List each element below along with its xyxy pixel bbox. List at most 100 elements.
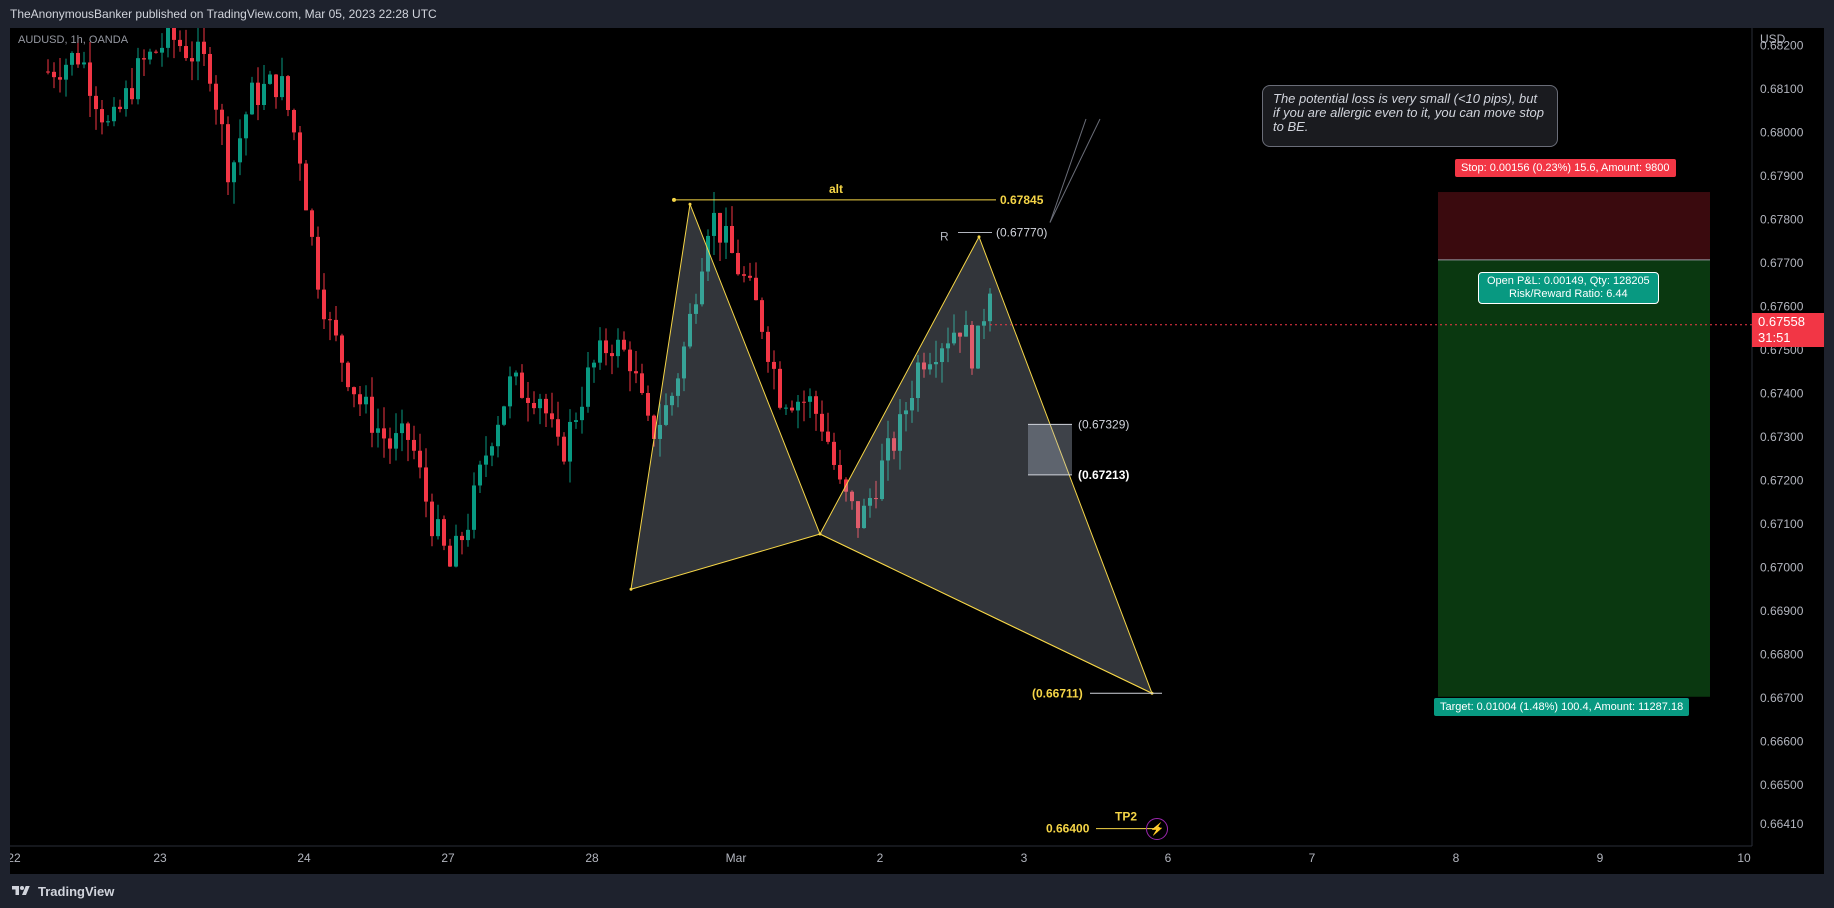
- candle-body: [898, 414, 902, 451]
- candle-body: [892, 438, 896, 451]
- candle-body: [640, 373, 644, 394]
- x-tick-label: 22: [10, 851, 21, 865]
- candle-body: [262, 83, 266, 106]
- candle-body: [592, 362, 596, 368]
- x-tick-label: 28: [585, 851, 599, 865]
- candle-body: [346, 362, 350, 388]
- candle-body: [370, 396, 374, 433]
- tradingview-logo[interactable]: TradingView: [10, 884, 114, 899]
- candle-body: [544, 398, 548, 414]
- candle-body: [658, 424, 662, 439]
- tradingview-logo-icon: [12, 886, 30, 895]
- candle-body: [922, 362, 926, 370]
- candle-body: [154, 51, 158, 53]
- y-tick-label: 0.68100: [1760, 82, 1804, 96]
- candle-body: [820, 413, 824, 432]
- chart-area[interactable]: 0.68200 0.68100 0.68000 0.67900 0.67800 0.677…: [10, 28, 1824, 874]
- candle-body: [502, 406, 506, 425]
- candle-body: [196, 41, 200, 62]
- candle-body: [760, 300, 764, 332]
- candle-body: [646, 393, 650, 416]
- candle-body: [454, 535, 458, 567]
- y-tick-label: 0.66500: [1760, 778, 1804, 792]
- candle-body: [778, 368, 782, 408]
- candle-body: [802, 401, 806, 403]
- candle-body: [448, 545, 452, 567]
- candle-body: [232, 162, 236, 183]
- candle-body: [676, 378, 680, 396]
- candle-body: [706, 235, 710, 272]
- y-tick-label: 0.67800: [1760, 212, 1804, 226]
- candle-body: [796, 401, 800, 411]
- y-tick-label: 0.67400: [1760, 386, 1804, 400]
- candle-body: [598, 340, 602, 363]
- candle-body: [712, 212, 716, 236]
- target-label: Target: 0.01004 (1.48%) 100.4, Amount: 1…: [1434, 698, 1690, 716]
- candle-body: [976, 325, 980, 369]
- candle-body: [718, 212, 722, 243]
- candle-body: [256, 82, 260, 106]
- x-tick-label: Mar: [726, 851, 747, 865]
- candle-body: [418, 450, 422, 468]
- price-chart[interactable]: 0.68200 0.68100 0.68000 0.67900 0.67800 0.677…: [10, 28, 1824, 874]
- candle-body: [880, 460, 884, 500]
- candle-body: [280, 76, 284, 98]
- candle-body: [298, 132, 302, 164]
- candle-body: [52, 71, 56, 78]
- pattern-bd-leg: [819, 533, 1153, 694]
- alt-level-point: [672, 197, 676, 202]
- publisher-header: TheAnonymousBanker published on TradingV…: [0, 0, 1834, 28]
- candle-body: [826, 431, 830, 442]
- candle-body: [136, 58, 140, 100]
- stop-zone: [1438, 192, 1710, 260]
- y-tick-label: 0.67600: [1760, 299, 1804, 313]
- candle-body: [334, 319, 338, 336]
- candle-body: [442, 519, 446, 546]
- candle-body: [322, 289, 326, 320]
- candle-body: [496, 424, 500, 447]
- alt-label: alt: [829, 182, 843, 196]
- y-tick-label: 0.66410: [1760, 817, 1804, 831]
- candle-body: [436, 519, 440, 537]
- brand-text: TradingView: [38, 883, 115, 899]
- x-tick-label: 9: [1597, 851, 1604, 865]
- candle-body: [940, 348, 944, 363]
- candle-body: [364, 396, 368, 405]
- candle-body: [868, 498, 872, 506]
- lightning-icon[interactable]: ⚡: [1146, 818, 1168, 840]
- candle-body: [172, 28, 176, 40]
- pattern-point: [977, 235, 981, 239]
- candle-body: [874, 498, 878, 500]
- candle-body: [988, 293, 992, 322]
- stop-label: Stop: 0.00156 (0.23%) 15.6, Amount: 9800: [1455, 159, 1676, 177]
- x-tick-label: 2: [877, 851, 884, 865]
- pattern-point: [688, 202, 692, 206]
- candle-body: [604, 340, 608, 354]
- y-tick-label: 0.66700: [1760, 691, 1804, 705]
- candle-body: [100, 109, 104, 123]
- candle-body: [832, 441, 836, 465]
- candle-body: [64, 64, 68, 80]
- candle-body: [538, 398, 542, 409]
- tp2-price-label: 0.66400: [1046, 822, 1090, 836]
- candle-body: [202, 41, 206, 54]
- candle-body: [562, 436, 566, 462]
- candle-body: [82, 62, 86, 65]
- candle-body: [94, 95, 98, 110]
- candle-body: [118, 106, 122, 110]
- candle-body: [352, 387, 356, 395]
- candle-body: [916, 362, 920, 399]
- candle-body: [46, 71, 50, 73]
- candle-body: [724, 226, 728, 243]
- candle-body: [220, 109, 224, 125]
- tp2-label: TP2: [1115, 810, 1137, 824]
- candle-body: [856, 501, 860, 529]
- candle-body: [622, 339, 626, 350]
- candle-body: [430, 501, 434, 537]
- annotation-note[interactable]: The potential loss is very small (<10 pi…: [1262, 85, 1558, 147]
- pattern-point: [818, 532, 822, 536]
- candle-body: [292, 110, 296, 133]
- candle-body: [862, 505, 866, 529]
- r-label: R: [940, 230, 949, 244]
- y-tick-label: 0.67000: [1760, 561, 1804, 575]
